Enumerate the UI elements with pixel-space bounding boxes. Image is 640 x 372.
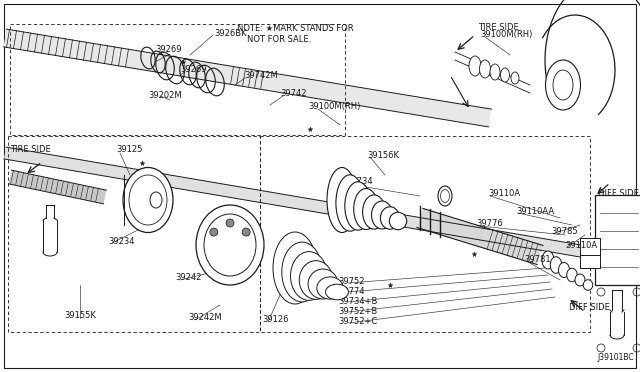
Bar (580, 238, 600, 268)
Text: 39126: 39126 (262, 315, 289, 324)
Text: 39242: 39242 (175, 273, 202, 282)
Ellipse shape (196, 205, 264, 285)
Text: 39776: 39776 (476, 219, 503, 228)
Ellipse shape (380, 207, 399, 229)
Text: 39742: 39742 (280, 90, 307, 99)
Ellipse shape (308, 269, 338, 299)
Ellipse shape (371, 201, 392, 229)
Ellipse shape (282, 242, 323, 302)
Text: 39202M: 39202M (148, 90, 182, 99)
Text: 39752: 39752 (338, 276, 365, 285)
Text: 39774: 39774 (338, 286, 365, 295)
Text: TIRE SIDE: TIRE SIDE (10, 145, 51, 154)
Ellipse shape (354, 189, 378, 230)
Polygon shape (46, 205, 54, 218)
Ellipse shape (583, 280, 593, 290)
Text: NOTE: ★MARK STANDS FOR: NOTE: ★MARK STANDS FOR (237, 23, 354, 32)
Ellipse shape (567, 268, 577, 282)
Text: 39734+B: 39734+B (338, 296, 378, 305)
Text: J39101BC: J39101BC (597, 353, 634, 362)
Ellipse shape (575, 274, 585, 286)
Polygon shape (417, 208, 543, 264)
Text: 39234: 39234 (108, 237, 134, 246)
Text: NOT FOR SALE.: NOT FOR SALE. (247, 35, 311, 45)
Ellipse shape (438, 186, 452, 206)
Text: 39156K: 39156K (367, 151, 399, 160)
Ellipse shape (326, 284, 348, 300)
Text: 39110AA: 39110AA (516, 206, 554, 215)
Ellipse shape (273, 232, 317, 304)
Circle shape (242, 228, 250, 236)
Text: 39242M: 39242M (188, 314, 221, 323)
Ellipse shape (542, 251, 554, 269)
Text: TIRE SIDE: TIRE SIDE (478, 22, 519, 32)
Ellipse shape (469, 56, 481, 76)
Polygon shape (4, 29, 492, 127)
Text: 39269: 39269 (155, 45, 182, 55)
Text: 39110A: 39110A (565, 241, 597, 250)
Bar (595, 195, 640, 285)
Ellipse shape (300, 261, 333, 299)
Text: DIFF SIDE: DIFF SIDE (598, 189, 639, 199)
Text: 39155K: 39155K (64, 311, 96, 321)
Text: 39269: 39269 (180, 65, 207, 74)
Text: 39110A: 39110A (488, 189, 520, 199)
Text: 39752+C: 39752+C (338, 317, 377, 326)
Ellipse shape (479, 60, 490, 78)
Text: 39125: 39125 (116, 144, 142, 154)
Ellipse shape (363, 195, 385, 229)
Text: 39734: 39734 (346, 177, 372, 186)
Text: 39100M(RH): 39100M(RH) (480, 31, 532, 39)
Polygon shape (8, 170, 106, 204)
Ellipse shape (389, 212, 406, 230)
Text: DIFF SIDE: DIFF SIDE (569, 304, 610, 312)
Text: 39785: 39785 (551, 227, 578, 235)
Ellipse shape (490, 64, 500, 80)
Circle shape (210, 228, 218, 236)
Ellipse shape (500, 68, 509, 82)
Ellipse shape (345, 182, 371, 230)
Ellipse shape (123, 167, 173, 232)
Ellipse shape (327, 167, 357, 232)
Ellipse shape (545, 60, 580, 110)
Ellipse shape (511, 72, 519, 84)
Ellipse shape (550, 257, 562, 273)
Ellipse shape (336, 175, 364, 231)
Ellipse shape (150, 192, 162, 208)
Text: 39752+B: 39752+B (338, 307, 377, 315)
Text: 39781: 39781 (524, 256, 550, 264)
Ellipse shape (317, 277, 343, 299)
Circle shape (226, 219, 234, 227)
Text: 39742M: 39742M (244, 71, 278, 80)
Text: 39100M(RH): 39100M(RH) (308, 103, 360, 112)
Ellipse shape (291, 251, 328, 300)
Polygon shape (4, 147, 611, 262)
Ellipse shape (559, 263, 570, 278)
Text: 3926BK: 3926BK (214, 29, 246, 38)
